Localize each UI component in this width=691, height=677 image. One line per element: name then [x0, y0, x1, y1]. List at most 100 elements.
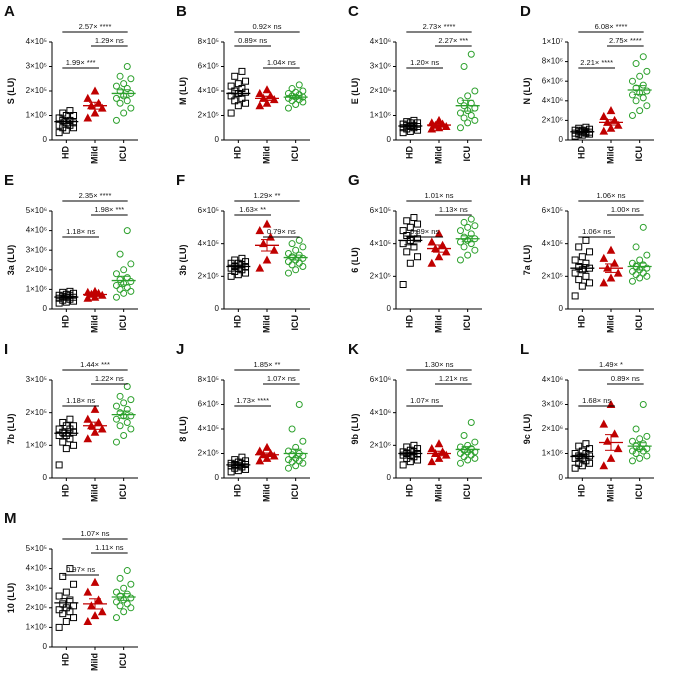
data-point	[97, 607, 107, 616]
y-tick-label: 3×10⁶	[542, 400, 563, 409]
data-point	[292, 100, 300, 108]
data-point	[231, 72, 239, 80]
panel-label: D	[520, 3, 531, 20]
data-point	[83, 587, 93, 596]
data-point	[112, 402, 120, 410]
data-point	[456, 459, 464, 467]
data-point	[575, 263, 583, 271]
data-point	[643, 87, 651, 95]
data-point	[639, 53, 647, 61]
data-point	[120, 584, 128, 592]
panel-label: F	[176, 172, 185, 189]
data-point	[55, 129, 63, 137]
data-point	[120, 80, 128, 88]
data-point	[643, 452, 651, 460]
data-point	[299, 263, 307, 271]
data-point	[410, 214, 418, 222]
comparison-label: 1.98× ***	[94, 205, 124, 214]
data-point	[59, 418, 67, 426]
data-point	[123, 600, 131, 608]
x-tick-label: Mild	[89, 484, 99, 502]
data-point	[55, 121, 63, 129]
data-point	[112, 116, 120, 124]
data-point	[242, 457, 250, 465]
data-point	[582, 272, 590, 280]
data-point	[599, 253, 609, 262]
comparison-label: 1.07× ns	[410, 396, 439, 405]
data-point	[578, 282, 586, 290]
data-point	[460, 243, 468, 251]
panel-label: E	[4, 172, 14, 189]
comparison-label: 1.44× ***	[80, 360, 110, 369]
data-point	[127, 425, 135, 433]
y-tick-label: 0	[387, 473, 392, 482]
data-point	[284, 269, 292, 277]
data-point	[643, 432, 651, 440]
data-point	[242, 99, 250, 107]
comparison-label: 2.75× ****	[609, 36, 642, 45]
data-point	[571, 269, 579, 277]
data-point	[399, 227, 407, 235]
x-tick-label: Mild	[605, 146, 615, 164]
comparison-label: 1.07× ns	[267, 374, 296, 383]
data-point	[639, 447, 647, 455]
data-point	[59, 610, 67, 618]
data-point	[120, 289, 128, 297]
data-point	[59, 438, 67, 446]
comparison-label: 1.01× ns	[425, 191, 454, 200]
data-point	[460, 63, 468, 70]
data-point	[295, 81, 303, 89]
panel: D N (LU) 0 2×10⁶ 4×10⁶ 6×10⁶ 8×10⁶ 1×10⁷ HD Mild I…	[520, 3, 654, 164]
panel: E 3a (LU) 0 1×10⁶ 2×10⁶ 3×10⁶ 4×10⁶ 5×10⁶ HD Mild…	[4, 172, 138, 333]
y-tick-label: 0	[559, 304, 564, 313]
y-tick-label: 3×10⁶	[26, 245, 47, 254]
data-point	[112, 588, 120, 596]
data-point	[441, 247, 451, 256]
data-point	[127, 104, 135, 112]
y-tick-label: 3×10⁵	[26, 583, 47, 592]
data-point	[123, 227, 131, 235]
y-tick-label: 6×10⁵	[198, 206, 219, 215]
data-point	[599, 111, 609, 120]
panel: K 9b (LU) 0 2×10⁶ 4×10⁶ 6×10⁶ HD Mild ICU 1.30× n…	[348, 341, 482, 502]
data-point	[606, 245, 616, 254]
data-point	[571, 292, 579, 300]
comparison-label: 1.99× ***	[66, 58, 96, 67]
data-point	[255, 88, 265, 97]
data-point	[299, 459, 307, 467]
data-point	[94, 595, 103, 604]
data-point	[234, 102, 242, 110]
data-point	[578, 462, 586, 470]
data-point	[410, 116, 418, 124]
data-point	[464, 223, 472, 231]
x-tick-label: HD	[233, 315, 243, 328]
panel: F 3b (LU) 0 2×10⁵ 4×10⁵ 6×10⁵ HD Mild ICU 1.29× *…	[176, 172, 310, 333]
y-axis-label: 7a (LU)	[522, 245, 532, 276]
panel-label: H	[520, 172, 531, 189]
data-point	[460, 114, 468, 122]
panel: M 10 (LU) 0 1×10⁵ 2×10⁵ 3×10⁵ 4×10⁵ 5×10⁵ HD Mild…	[4, 510, 138, 671]
x-tick-label: HD	[233, 146, 243, 159]
data-point	[639, 223, 647, 231]
y-tick-label: 5×10⁶	[26, 206, 47, 215]
x-tick-label: ICU	[634, 146, 644, 162]
x-tick-label: HD	[61, 484, 71, 497]
data-point	[112, 281, 120, 289]
data-point	[434, 115, 444, 124]
comparison-label: 2.73× ****	[423, 22, 456, 31]
data-point	[120, 399, 128, 407]
panel: J 8 (LU) 0 2×10⁵ 4×10⁵ 6×10⁵ 8×10⁵ HD Mild ICU 1.8…	[176, 341, 310, 502]
x-tick-label: HD	[577, 315, 587, 328]
x-tick-label: Mild	[89, 315, 99, 333]
y-tick-label: 4×10⁵	[198, 424, 219, 433]
data-point	[434, 252, 444, 261]
data-point	[399, 461, 407, 469]
data-point	[238, 94, 246, 102]
y-tick-label: 4×10⁵	[370, 239, 391, 248]
x-tick-label: HD	[577, 484, 587, 497]
data-point	[127, 278, 135, 286]
data-point	[62, 112, 70, 119]
data-point	[120, 608, 128, 616]
data-point	[234, 467, 242, 475]
data-point	[59, 109, 67, 117]
